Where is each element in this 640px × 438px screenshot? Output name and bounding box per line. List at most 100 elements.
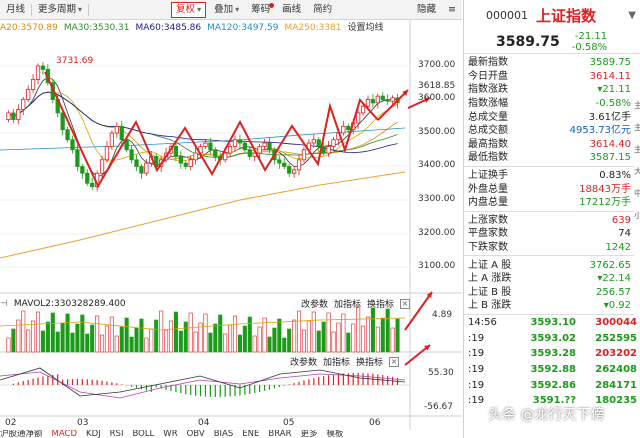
more-periods-dropdown[interactable]: 更多周期	[32, 0, 88, 20]
volume-bar	[336, 322, 341, 353]
side-tab[interactable]: 中	[634, 189, 640, 198]
vol-edit-params-button[interactable]: 改参数	[300, 300, 328, 310]
chip-distribution-label: 筹码	[251, 3, 271, 15]
macd-axis-bottom: -56.67	[424, 402, 454, 412]
indicator-tab[interactable]: 沪股通净额	[0, 430, 43, 438]
volume-bar	[380, 317, 385, 353]
breadth-group: 上涨家数 639 平盘家数 74 下跌家数 1242	[464, 212, 634, 257]
indicator-tab[interactable]: 模板	[326, 430, 344, 438]
volume-bar	[95, 315, 100, 353]
volume-bar	[301, 329, 306, 353]
draw-line-button[interactable]: 画线	[282, 3, 302, 15]
volume-bar	[331, 331, 336, 353]
indicator-tab[interactable]: MACD	[51, 430, 77, 438]
volume-panel-header: ⊣ MAVOL2:330328289.400 改参数 加指标 换指标 ×	[0, 297, 410, 310]
period-monthly-button[interactable]: 月线	[6, 3, 26, 15]
candle-body	[267, 142, 272, 151]
indicator-tab[interactable]: WR	[163, 430, 178, 438]
indicator-tab[interactable]: OBV	[186, 430, 205, 438]
candle-body	[360, 105, 366, 114]
ma-line	[8, 91, 398, 160]
ma-legend: A20:3570.89 MA30:3530.31 MA60:3485.86 MA120…	[0, 21, 410, 35]
candle-body	[129, 149, 134, 161]
overlay-button[interactable]: 叠加	[208, 0, 245, 20]
side-tab[interactable]: 主	[634, 101, 640, 110]
stat-row: 外盘总量 18843万手	[464, 182, 634, 196]
candle-body	[370, 99, 376, 104]
macd-edit-params-button[interactable]: 改参数	[290, 358, 318, 368]
volume-bar	[26, 329, 31, 353]
stat-label: 总成交量	[468, 111, 508, 123]
candle-body	[213, 149, 218, 157]
macd-add-indicator-button[interactable]: 加指标	[323, 358, 351, 368]
tick-list: 14:56 3593.10 300044:19 3593.02 252595:19 359…	[464, 315, 640, 409]
side-tab[interactable]: 主	[634, 123, 640, 132]
indicator-tab[interactable]: BIAS	[213, 430, 234, 438]
hide-button[interactable]: 隐藏	[417, 3, 437, 15]
tick-time: :19	[468, 348, 485, 360]
chip-distribution-button[interactable]: 筹码	[245, 0, 276, 20]
close-icon[interactable]: ×	[389, 356, 400, 367]
stat-value: 0.83%	[599, 170, 631, 182]
price-axis-label: 3300.00	[418, 194, 456, 204]
candle-body	[223, 152, 228, 161]
candle-body	[144, 162, 149, 174]
ma-legend-item[interactable]: 设置均线	[347, 23, 384, 33]
current-price-value: 3618.85	[418, 81, 456, 91]
macd-axis-top: 55.30	[428, 368, 454, 378]
side-tab[interactable]: 小	[634, 211, 640, 220]
volume-bar	[321, 321, 326, 353]
change-amount: -21.11	[574, 30, 608, 42]
candle-body	[282, 162, 287, 167]
simple-mode-button[interactable]: 简约	[313, 3, 333, 15]
annotation-zigzag	[44, 71, 379, 189]
volume-bar	[100, 334, 105, 353]
date-label: 03	[77, 418, 89, 428]
stat-label: 指数涨跌	[468, 84, 508, 96]
stat-row: 上 A 涨跌 ▾22.14	[464, 272, 634, 286]
macd-panel-header: 改参数 加指标 换指标 ×	[290, 355, 400, 368]
chevron-down-icon[interactable]: ▼	[628, 9, 636, 21]
candle-body	[139, 166, 144, 174]
macd-switch-indicator-button[interactable]: 换指标	[356, 358, 384, 368]
candle-body	[375, 95, 380, 104]
tick-row: 14:56 3593.10 300044	[464, 315, 640, 331]
volume-bar	[80, 314, 85, 353]
candle-body	[257, 145, 262, 154]
adjust-rights-button[interactable]: 复权	[171, 1, 207, 18]
side-tab[interactable]: 大	[634, 167, 640, 176]
stat-label: 上涨家数	[468, 214, 508, 226]
vol-add-indicator-button[interactable]: 加指标	[333, 300, 361, 310]
tick-time: :19	[468, 395, 485, 407]
candle-body	[16, 109, 21, 121]
volume-bar	[31, 320, 36, 353]
chart-toolbar: 月线 更多周期 复权 叠加 筹码 画线 简约 隐藏 ≡	[0, 0, 462, 20]
stat-value: 1242	[605, 242, 631, 254]
index-code: 000001	[486, 8, 528, 22]
tick-price: 3593.02	[530, 332, 576, 344]
stat-label: 内盘总量	[468, 197, 508, 209]
indicator-tab[interactable]: BOLL	[132, 430, 155, 438]
price-axis-label: 3500.00	[418, 127, 456, 137]
menu-icon[interactable]: ≡	[448, 3, 456, 15]
indicator-tab[interactable]: BRAR	[268, 430, 292, 438]
indicator-tab[interactable]: 更多	[300, 430, 318, 438]
candle-body	[188, 159, 193, 167]
vol-switch-indicator-button[interactable]: 换指标	[366, 300, 394, 310]
stat-row: 总成交量 3.61亿手	[464, 110, 634, 124]
ma-legend-item: MA120:3497.59	[207, 23, 279, 33]
tick-time: :19	[468, 332, 485, 344]
stat-label: 最低指数	[468, 152, 508, 164]
volume-bar	[109, 316, 114, 353]
candle-body	[114, 125, 119, 134]
close-icon[interactable]: ×	[400, 298, 410, 309]
stat-value: 3614.40	[589, 138, 631, 150]
candle-body	[287, 166, 292, 174]
side-tab[interactable]: 主	[634, 145, 640, 154]
candle-body	[119, 125, 124, 141]
indicator-tab[interactable]: KDJ	[86, 430, 101, 438]
indicator-tab[interactable]: ENE	[242, 430, 260, 438]
stat-row: 最新指数 3589.75	[464, 56, 634, 70]
volume-panel-tool-icon[interactable]: ⊣	[0, 298, 8, 309]
indicator-tab[interactable]: RSI	[109, 430, 124, 438]
